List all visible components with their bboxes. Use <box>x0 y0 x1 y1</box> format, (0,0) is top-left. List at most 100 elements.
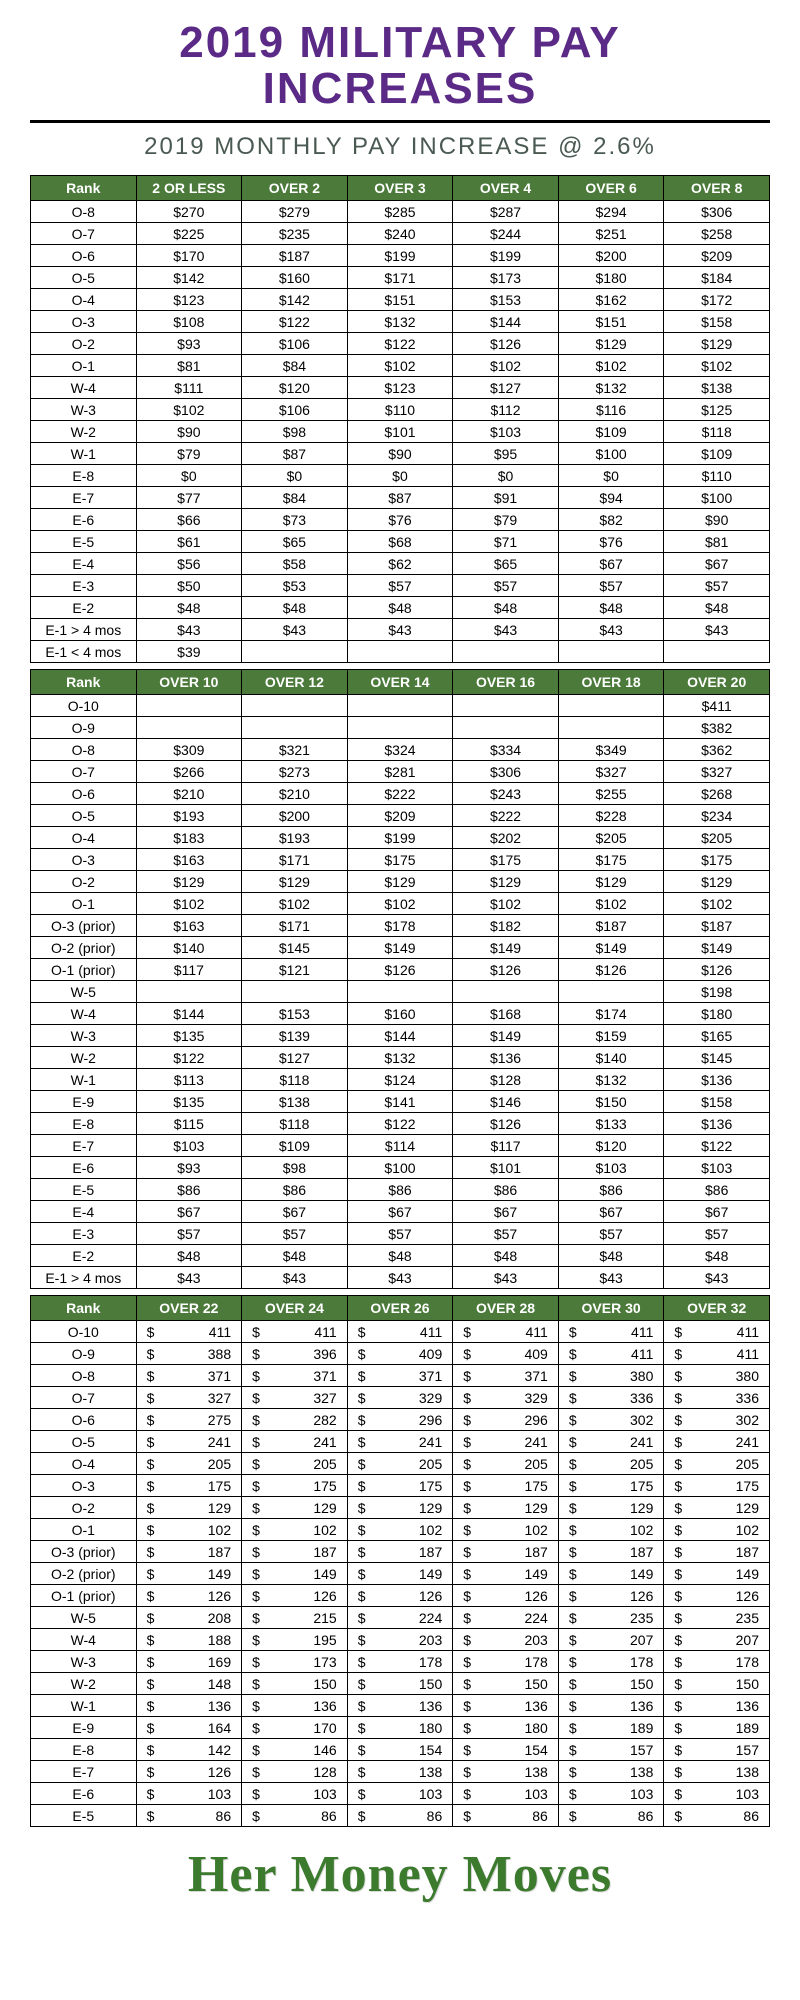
value-cell: $48 <box>453 1245 559 1267</box>
value-cell: $126 <box>347 1585 453 1607</box>
table-row: E-3$50$53$57$57$57$57 <box>31 575 770 597</box>
value-cell: $282 <box>242 1409 348 1431</box>
value-cell: $79 <box>136 443 242 465</box>
value-cell: $205 <box>242 1453 348 1475</box>
value-cell: $102 <box>242 1519 348 1541</box>
value-cell: $122 <box>136 1047 242 1069</box>
rank-cell: E-8 <box>31 1113 137 1135</box>
value-cell: $163 <box>136 915 242 937</box>
value-cell: $411 <box>242 1321 348 1343</box>
page-title: 2019 MILITARY PAY INCREASES <box>30 20 770 112</box>
table-row: O-5$241$241$241$241$241$241 <box>31 1431 770 1453</box>
table-row: O-2 (prior)$149$149$149$149$149$149 <box>31 1563 770 1585</box>
value-cell: $189 <box>664 1717 770 1739</box>
value-cell: $84 <box>242 355 348 377</box>
value-cell: $129 <box>347 871 453 893</box>
value-cell: $149 <box>453 1025 559 1047</box>
value-cell <box>136 695 242 717</box>
value-cell: $48 <box>242 1245 348 1267</box>
value-cell: $327 <box>664 761 770 783</box>
value-cell: $129 <box>242 871 348 893</box>
value-cell: $102 <box>347 1519 453 1541</box>
table-row: E-4$56$58$62$65$67$67 <box>31 553 770 575</box>
value-cell: $110 <box>347 399 453 421</box>
value-cell: $183 <box>136 827 242 849</box>
value-cell: $128 <box>453 1069 559 1091</box>
value-cell: $199 <box>347 245 453 267</box>
value-cell: $180 <box>453 1717 559 1739</box>
rank-cell: E-7 <box>31 1761 137 1783</box>
value-cell: $108 <box>136 311 242 333</box>
table-row: O-10$411$411$411$411$411$411 <box>31 1321 770 1343</box>
value-cell: $102 <box>558 893 664 915</box>
value-cell: $309 <box>136 739 242 761</box>
value-cell: $0 <box>242 465 348 487</box>
value-cell: $102 <box>664 893 770 915</box>
value-cell: $90 <box>136 421 242 443</box>
value-cell: $175 <box>453 1475 559 1497</box>
rank-cell: O-9 <box>31 1343 137 1365</box>
value-cell: $61 <box>136 531 242 553</box>
value-cell: $184 <box>664 267 770 289</box>
table-row: W-3$169$173$178$178$178$178 <box>31 1651 770 1673</box>
value-cell: $189 <box>558 1717 664 1739</box>
value-cell: $109 <box>558 421 664 443</box>
value-cell: $48 <box>453 597 559 619</box>
value-cell: $160 <box>242 267 348 289</box>
value-cell: $160 <box>347 1003 453 1025</box>
value-cell: $109 <box>242 1135 348 1157</box>
value-cell: $115 <box>136 1113 242 1135</box>
value-cell: $187 <box>664 915 770 937</box>
value-cell: $149 <box>347 937 453 959</box>
rank-cell: O-1 (prior) <box>31 959 137 981</box>
rank-cell: O-1 (prior) <box>31 1585 137 1607</box>
value-cell: $208 <box>136 1607 242 1629</box>
value-cell: $187 <box>664 1541 770 1563</box>
rank-cell: W-4 <box>31 1629 137 1651</box>
value-cell: $57 <box>664 575 770 597</box>
value-cell <box>453 981 559 1003</box>
value-cell: $90 <box>347 443 453 465</box>
pay-table-1: Rank2 OR LESSOVER 2OVER 3OVER 4OVER 6OVE… <box>30 175 770 663</box>
table-row: E-7$77$84$87$91$94$100 <box>31 487 770 509</box>
value-cell: $396 <box>242 1343 348 1365</box>
value-cell: $0 <box>347 465 453 487</box>
value-cell: $151 <box>558 311 664 333</box>
value-cell: $234 <box>664 805 770 827</box>
value-cell: $180 <box>664 1003 770 1025</box>
value-cell: $129 <box>664 1497 770 1519</box>
rank-cell: E-9 <box>31 1091 137 1113</box>
value-cell: $43 <box>558 1267 664 1289</box>
value-cell: $138 <box>664 1761 770 1783</box>
value-cell: $198 <box>664 981 770 1003</box>
value-cell: $43 <box>664 619 770 641</box>
value-cell: $409 <box>453 1343 559 1365</box>
value-cell: $136 <box>664 1695 770 1717</box>
value-cell: $150 <box>242 1673 348 1695</box>
rank-cell: E-6 <box>31 1157 137 1179</box>
table-row: O-5$193$200$209$222$228$234 <box>31 805 770 827</box>
value-cell: $0 <box>136 465 242 487</box>
value-cell: $127 <box>242 1047 348 1069</box>
value-cell: $175 <box>242 1475 348 1497</box>
value-cell: $205 <box>136 1453 242 1475</box>
value-cell: $150 <box>664 1673 770 1695</box>
rank-cell: O-3 <box>31 311 137 333</box>
value-cell <box>453 641 559 663</box>
value-cell: $209 <box>664 245 770 267</box>
value-cell: $287 <box>453 201 559 223</box>
value-cell: $132 <box>558 377 664 399</box>
column-header: OVER 8 <box>664 176 770 201</box>
value-cell: $200 <box>558 245 664 267</box>
value-cell: $162 <box>558 289 664 311</box>
value-cell: $132 <box>558 1069 664 1091</box>
value-cell: $145 <box>664 1047 770 1069</box>
rank-cell: W-2 <box>31 1047 137 1069</box>
value-cell: $67 <box>664 1201 770 1223</box>
value-cell: $103 <box>242 1783 348 1805</box>
value-cell: $118 <box>242 1069 348 1091</box>
value-cell: $129 <box>558 333 664 355</box>
value-cell: $102 <box>558 1519 664 1541</box>
rank-cell: E-5 <box>31 1805 137 1827</box>
value-cell: $100 <box>558 443 664 465</box>
